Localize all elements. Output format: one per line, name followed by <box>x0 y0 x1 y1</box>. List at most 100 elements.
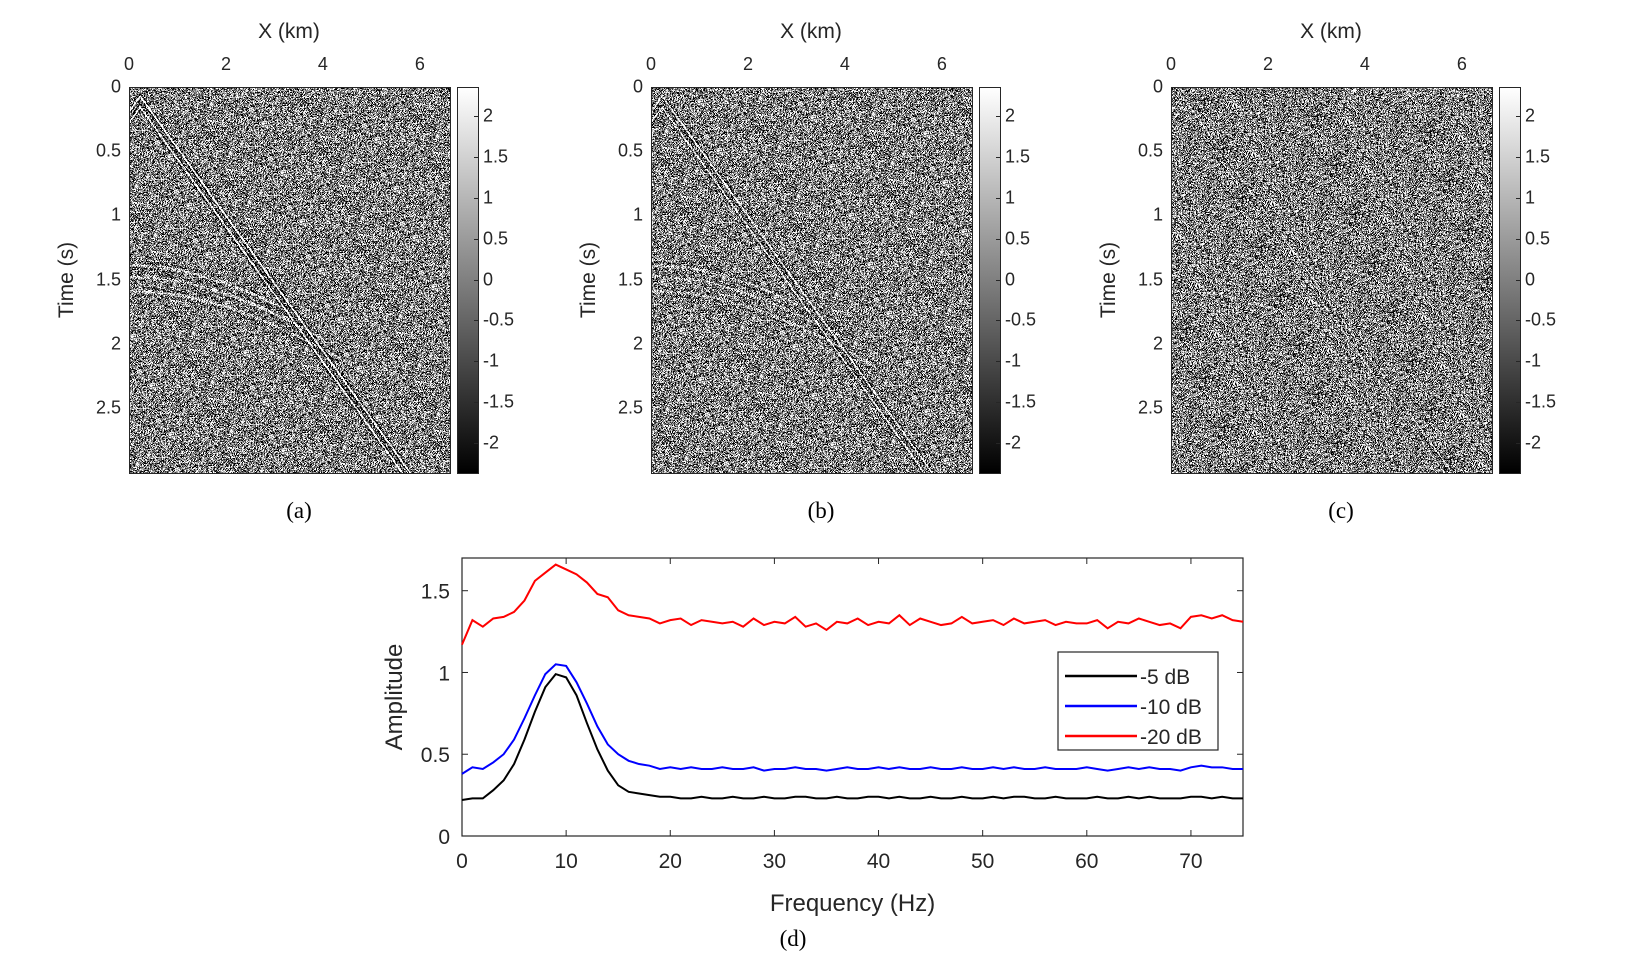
colorbar-tick-label: 1.5 <box>1005 146 1031 167</box>
y-tick-label: 1.5 <box>421 581 450 604</box>
x-tick-label: 40 <box>867 850 890 873</box>
x-axis-title: X (km) <box>258 20 320 43</box>
colorbar-tick <box>996 443 1000 445</box>
x-tick-label: 20 <box>659 850 682 873</box>
x-tick-label: 2 <box>220 54 231 74</box>
x-tick-label: 10 <box>554 850 577 873</box>
colorbar-tick-label: -2 <box>1525 432 1542 453</box>
y-tick-label: 0.5 <box>95 140 121 161</box>
colorbar-tick <box>1516 320 1520 322</box>
colorbar-tick <box>474 443 478 445</box>
x-tick-label: 6 <box>936 54 947 74</box>
colorbar-tick <box>1516 402 1520 404</box>
colorbar-tick-label: 2 <box>1525 105 1536 126</box>
x-tick-label: 6 <box>1456 54 1467 74</box>
colorbar-tick <box>474 320 478 322</box>
colorbar-tick-label: -2 <box>1005 432 1022 453</box>
y-tick-label: 2 <box>632 333 643 354</box>
y-tick-label: 2 <box>1152 333 1163 354</box>
y-tick-label: 0.5 <box>421 744 450 767</box>
colorbar-tick <box>474 197 478 199</box>
colorbar-tick <box>996 238 1000 240</box>
y-tick-label: 0 <box>632 76 643 97</box>
colorbar-tick <box>1516 443 1520 445</box>
colorbar-tick-label: 0 <box>1005 269 1016 289</box>
colorbar-tick-label: -1.5 <box>483 391 515 412</box>
colorbar-tick-label: 1 <box>483 187 494 208</box>
colorbar <box>979 87 1001 474</box>
colorbar-tick <box>996 279 1000 281</box>
x-axis-title: X (km) <box>780 20 842 43</box>
seismic-panel-c: X (km) Time (s) 0 2 4 6 0 0.5 1 1.5 2 2.5 2 1.5 1 0.5 0-… <box>1042 0 1562 540</box>
x-tick-label: 30 <box>763 850 786 873</box>
colorbar-tick-label: -0.5 <box>483 309 515 330</box>
x-tick-label: 2 <box>742 54 753 74</box>
colorbar-tick <box>996 320 1000 322</box>
colorbar <box>457 87 479 474</box>
caption: (a) <box>286 498 312 523</box>
colorbar-tick-label: 1 <box>1525 187 1536 208</box>
x-tick-label: 4 <box>1359 54 1370 74</box>
colorbar-tick-label: 2 <box>1005 105 1016 126</box>
y-tick-label: 0 <box>1152 76 1163 97</box>
caption: (c) <box>1328 498 1354 523</box>
y-tick-label: 0 <box>110 76 121 97</box>
colorbar-tick <box>474 115 478 117</box>
colorbar-tick-label: 1 <box>1005 187 1016 208</box>
colorbar-tick-label: 0.5 <box>1005 228 1031 249</box>
x-axis-title: Frequency (Hz) <box>770 890 935 917</box>
seismic-image <box>1171 87 1493 474</box>
y-tick-label: 0.5 <box>617 140 643 161</box>
x-tick-label: 50 <box>971 850 994 873</box>
series-line--10dB <box>461 663 1243 775</box>
x-tick-label: 4 <box>317 54 328 74</box>
y-tick-label: 1.5 <box>95 269 121 289</box>
y-tick-label: 2 <box>110 333 121 354</box>
x-tick-label: 4 <box>839 54 850 74</box>
y-tick-label: 1.5 <box>1137 269 1163 289</box>
y-tick-label: 1 <box>632 204 643 225</box>
x-tick-label: 0 <box>645 54 657 74</box>
seismic-image <box>651 87 973 474</box>
colorbar-tick-label: 1.5 <box>1525 146 1551 167</box>
colorbar-tick <box>474 156 478 158</box>
legend-box <box>1057 651 1219 751</box>
caption-d: (d) <box>779 926 807 951</box>
x-tick-label: 0 <box>123 54 135 74</box>
colorbar-tick <box>996 197 1000 199</box>
colorbar-tick-label: 0 <box>1525 269 1536 289</box>
colorbar-tick <box>1516 238 1520 240</box>
x-tick-label: 0 <box>456 850 468 873</box>
caption: (b) <box>807 498 835 523</box>
y-tick-label: 1 <box>438 662 450 685</box>
x-tick-label: 60 <box>1075 850 1098 873</box>
colorbar-tick-label: 2 <box>483 105 494 126</box>
y-tick-label: 1 <box>1152 204 1163 225</box>
colorbar-tick-label: 0.5 <box>483 228 509 249</box>
series-line--20dB <box>461 563 1244 646</box>
colorbar-tick <box>1516 115 1520 117</box>
colorbar-tick <box>996 361 1000 363</box>
colorbar-tick-label: -0.5 <box>1525 309 1557 330</box>
colorbar-tick-label: -0.5 <box>1005 309 1037 330</box>
colorbar-tick <box>474 279 478 281</box>
colorbar-tick-label: -1.5 <box>1525 391 1557 412</box>
colorbar-tick-label: -1.5 <box>1005 391 1037 412</box>
y-tick-label: 0.5 <box>1137 140 1163 161</box>
y-tick-label: 0 <box>438 826 450 849</box>
colorbar-tick-label: -2 <box>483 432 500 453</box>
colorbar-tick-label: -1 <box>1005 350 1022 371</box>
colorbar-tick <box>474 361 478 363</box>
x-axis-title: X (km) <box>1300 20 1362 43</box>
colorbar-tick <box>474 402 478 404</box>
y-tick-label: 2.5 <box>617 397 643 418</box>
colorbar-tick <box>1516 156 1520 158</box>
seismic-image <box>129 87 451 474</box>
colorbar-tick-label: 0 <box>483 269 494 289</box>
seismic-panel-a: X (km) Time (s) 0 2 4 6 0 0.5 1 1.5 2 2.5 2 1.5 1 0.5 0-… <box>0 0 520 540</box>
y-tick-label: 1 <box>110 204 121 225</box>
y-tick-label: 2.5 <box>1137 397 1163 418</box>
colorbar-tick <box>474 238 478 240</box>
x-tick-label: 70 <box>1179 850 1202 873</box>
x-tick-label: 0 <box>1165 54 1177 74</box>
